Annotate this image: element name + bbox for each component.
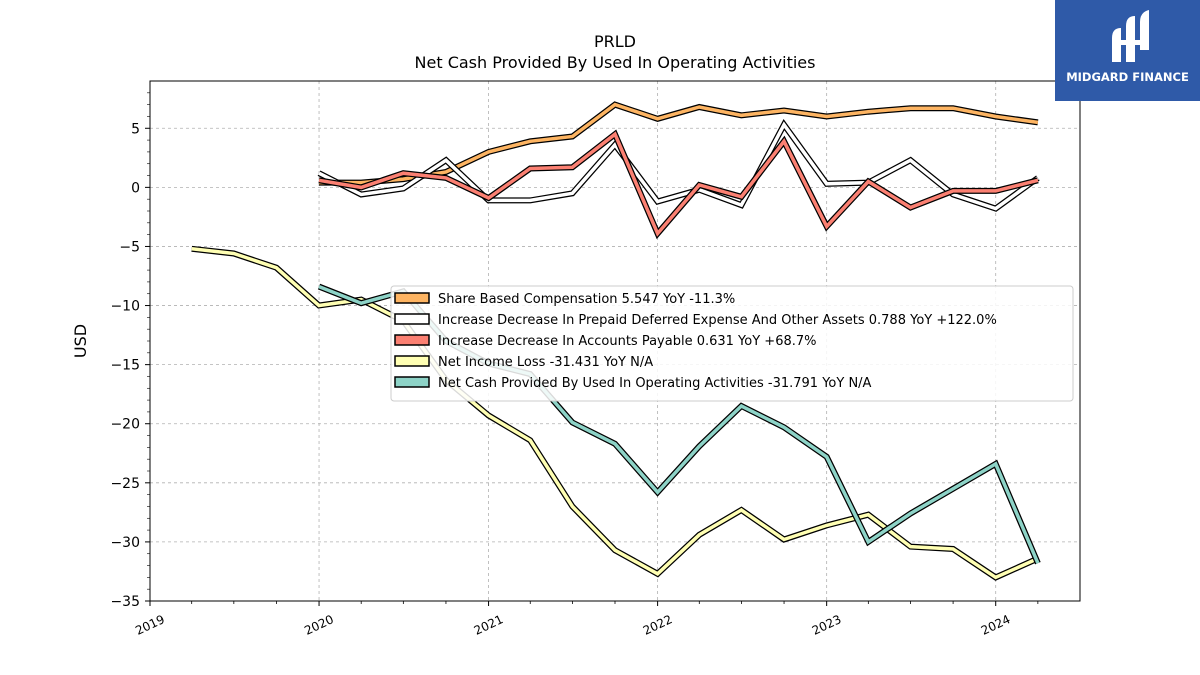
logo-mark-icon: [1112, 10, 1149, 62]
series-group: [191, 245, 1040, 581]
legend-swatch: [394, 313, 430, 325]
series-line: [318, 121, 1039, 211]
y-axis-label: USD: [71, 324, 90, 358]
y-tick-label: −5: [119, 239, 140, 255]
y-tick-label: 0: [131, 180, 140, 196]
legend-swatch: [394, 355, 430, 367]
midgard-finance-logo: MIDGARD FINANCE: [1055, 0, 1200, 101]
y-tick-label: −15: [110, 358, 140, 374]
legend-entry: Net Income Loss -31.431 YoY N/A: [438, 355, 653, 370]
legend: Share Based Compensation 5.547 YoY -11.3…: [390, 285, 1074, 402]
legend-box: [390, 285, 1074, 402]
y-tick-label: −25: [110, 476, 140, 492]
series-line: [318, 131, 1039, 237]
x-tick-label: 2023: [810, 612, 844, 638]
legend-entry: Net Cash Provided By Used In Operating A…: [438, 376, 872, 391]
x-axis: 2019 2020 2021 2022 2023 2024: [133, 601, 1039, 638]
chart-title: PRLD: [594, 32, 636, 51]
legend-entry: Share Based Compensation 5.547 YoY -11.3…: [438, 292, 735, 307]
chart-subtitle: Net Cash Provided By Used In Operating A…: [415, 53, 816, 72]
y-axis: 5 0 −5 −10 −15 −20 −25 −30 −35: [110, 92, 150, 610]
x-tick-label: 2019: [133, 612, 167, 638]
x-tick-label: 2020: [302, 612, 336, 638]
legend-swatch: [394, 334, 430, 346]
x-tick-label: 2024: [979, 612, 1013, 638]
series-group: [319, 101, 1039, 186]
series-group: [318, 129, 1039, 240]
legend-swatch: [394, 292, 430, 304]
x-tick-label: 2022: [641, 612, 675, 638]
logo-text: MIDGARD FINANCE: [1066, 70, 1189, 84]
legend-swatch: [394, 376, 430, 388]
y-tick-label: −35: [110, 594, 140, 610]
x-tick-label: 2021: [472, 612, 506, 638]
legend-entry: Increase Decrease In Accounts Payable 0.…: [438, 334, 817, 349]
series-group: [317, 119, 1040, 212]
legend-entry: Increase Decrease In Prepaid Deferred Ex…: [438, 313, 997, 328]
y-tick-label: 5: [131, 121, 140, 137]
series-line: [191, 247, 1039, 580]
series-line: [319, 102, 1039, 185]
y-tick-label: −20: [110, 417, 140, 433]
y-tick-label: −10: [110, 299, 140, 315]
y-tick-label: −30: [110, 535, 140, 551]
